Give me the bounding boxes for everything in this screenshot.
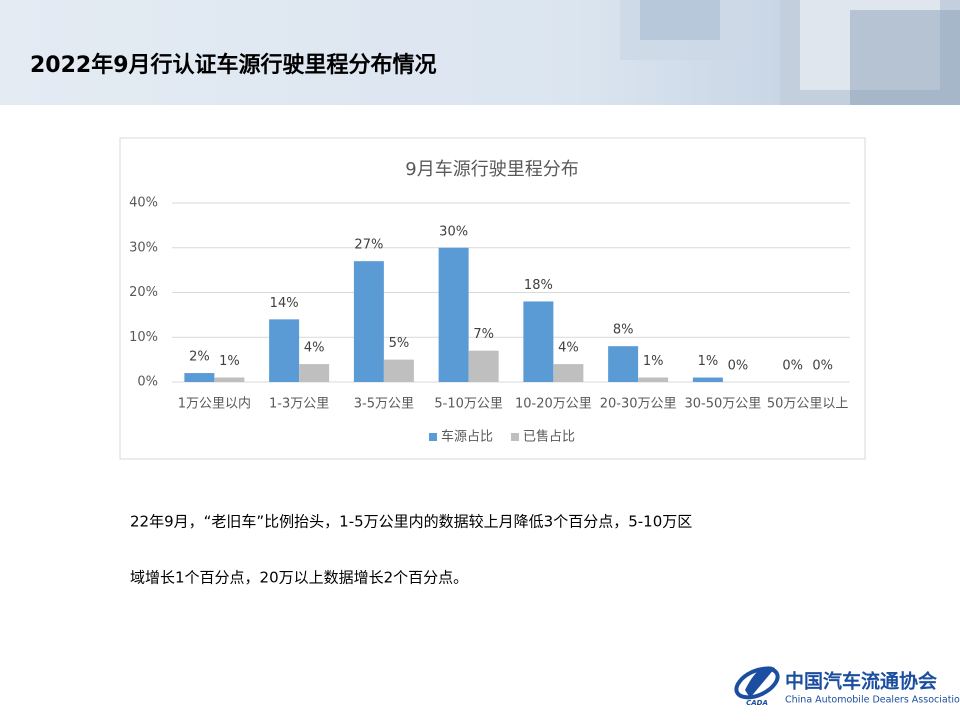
logo-name: 中国汽车流通协会 <box>785 670 937 693</box>
y-tick-label: 20% <box>129 285 158 300</box>
y-tick-label: 30% <box>129 240 158 255</box>
legend-label: 车源占比 <box>441 429 493 445</box>
legend-label: 已售占比 <box>523 429 575 445</box>
bar <box>353 261 384 382</box>
data-label: 7% <box>473 327 494 342</box>
data-label: 1% <box>219 354 240 369</box>
bar <box>523 301 554 382</box>
x-tick-label: 5-10万公里 <box>434 397 503 412</box>
x-tick-label: 1-3万公里 <box>269 397 329 412</box>
data-label: 4% <box>304 341 325 356</box>
data-label: 30% <box>439 224 468 239</box>
logo-english: China Automobile Dealers Association <box>785 695 960 706</box>
data-label: 27% <box>354 238 383 253</box>
x-tick-label: 20-30万公里 <box>600 397 677 412</box>
bar <box>184 373 215 382</box>
chart-title: 9月车源行驶里程分布 <box>405 159 578 180</box>
data-label: 18% <box>524 278 553 293</box>
x-tick-label: 10-20万公里 <box>515 397 592 412</box>
y-tick-label: 0% <box>137 375 158 390</box>
x-tick-label: 30-50万公里 <box>684 397 761 412</box>
data-label: 2% <box>189 350 210 365</box>
logo: CADA 中国汽车流通协会 China Automobile Dealers A… <box>734 666 960 707</box>
data-label: 0% <box>812 359 833 374</box>
y-tick-label: 10% <box>129 330 158 345</box>
bar <box>383 359 414 382</box>
header-decoration <box>620 0 960 105</box>
x-tick-label: 50万公里以上 <box>767 397 849 412</box>
chart-frame <box>119 137 866 460</box>
bar <box>553 364 584 382</box>
bar <box>638 377 669 382</box>
data-label: 1% <box>643 354 664 369</box>
logo-mark: CADA <box>746 699 768 707</box>
legend-swatch <box>429 433 437 441</box>
paragraph-line: 22年9月，“老旧车”比例抬头，1-5万公里内的数据较上月降低3个百分点，5-1… <box>130 513 692 531</box>
bar <box>269 319 300 382</box>
data-label: 0% <box>728 359 749 374</box>
x-tick-label: 3-5万公里 <box>354 397 414 412</box>
y-tick-label: 40% <box>129 196 158 211</box>
data-label: 14% <box>270 296 299 311</box>
plot: 0% 10% 20% 30% 40% 1万公里以内 2% 1% 1-3万公里 14% 4% 3-5万公… <box>129 196 850 445</box>
data-label: 4% <box>558 341 579 356</box>
bar <box>692 377 723 382</box>
data-label: 5% <box>389 336 410 351</box>
bar <box>299 364 330 382</box>
x-tick-label: 1万公里以内 <box>178 396 251 412</box>
legend-swatch <box>511 433 519 441</box>
data-label: 0% <box>782 359 803 374</box>
paragraph-line: 域增长1个百分点，20万以上数据增长2个百分点。 <box>130 569 468 587</box>
slide-title: 2022年9月行认证车源行驶里程分布情况 <box>30 52 437 78</box>
bar <box>438 247 469 382</box>
data-label: 8% <box>613 323 634 338</box>
bar <box>468 350 499 382</box>
data-label: 1% <box>698 354 719 369</box>
bar <box>214 377 245 382</box>
bar <box>608 346 639 382</box>
